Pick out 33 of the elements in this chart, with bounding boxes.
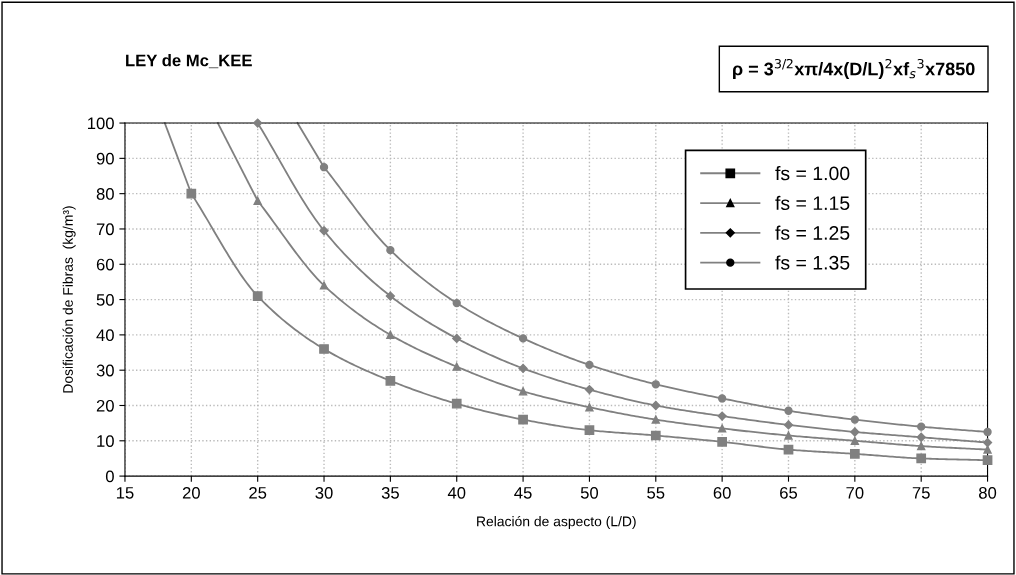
x-tick-label: 30 xyxy=(315,486,333,499)
legend-label: fs = 1.15 xyxy=(775,195,850,211)
x-tick-label: 65 xyxy=(780,486,798,499)
y-tick-label: 0 xyxy=(105,470,114,483)
y-tick-label: 70 xyxy=(96,223,114,236)
x-tick-label: 60 xyxy=(713,486,731,499)
y-tick-label: 30 xyxy=(96,364,114,377)
legend-label: fs = 1.25 xyxy=(775,225,850,240)
legend-label: fs = 1.00 xyxy=(775,166,850,181)
y-tick-label: 80 xyxy=(96,188,114,200)
y-tick-label: 10 xyxy=(97,435,114,447)
chart-title: LEY de Mc_KEE xyxy=(126,54,252,69)
y-tick-label: 40 xyxy=(96,329,114,342)
y-tick-label: 20 xyxy=(96,399,114,412)
y-tick-label: 50 xyxy=(96,293,114,306)
x-tick-label: 45 xyxy=(514,487,532,499)
y-axis-title: Dosificación de Fibras (kg/m³) xyxy=(62,206,76,393)
y-tick-label: 90 xyxy=(96,152,114,165)
x-tick-label: 40 xyxy=(447,486,466,499)
x-tick-label: 20 xyxy=(182,486,200,499)
x-tick-label: 80 xyxy=(979,486,997,499)
x-axis-title: Relación de aspecto (L/D) xyxy=(477,515,636,530)
x-tick-label: 75 xyxy=(912,487,930,499)
y-tick-label: 100 xyxy=(88,117,114,130)
x-tick-label: 25 xyxy=(249,486,267,499)
legend-label: fs = 1.35 xyxy=(775,255,850,270)
x-tick-label: 35 xyxy=(381,486,399,499)
y-tick-label: 60 xyxy=(96,258,114,271)
x-tick-label: 55 xyxy=(647,487,665,499)
x-tick-label: 70 xyxy=(846,486,864,499)
x-tick-label: 50 xyxy=(580,486,599,499)
text: ρ = 3$^{3/2}$xπ/4x(D/L)$^{2}$xf$_{s}$$^{3}$x7850 xyxy=(733,58,975,79)
x-tick-label: 15 xyxy=(116,487,134,499)
